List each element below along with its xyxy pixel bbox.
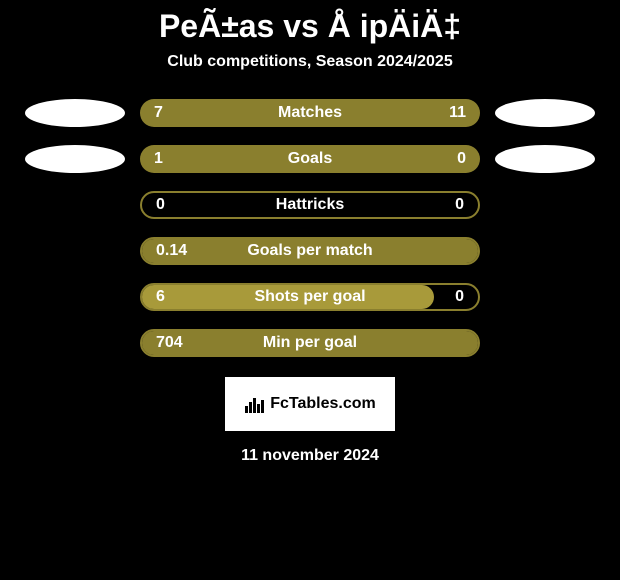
stat-right-value: 11 xyxy=(449,104,466,122)
stat-label: Shots per goal xyxy=(254,288,365,306)
stat-label: Goals xyxy=(288,150,332,168)
footer-brand: FcTables.com xyxy=(270,395,376,413)
stat-left-value: 1 xyxy=(154,150,163,168)
subtitle: Club competitions, Season 2024/2025 xyxy=(0,53,620,71)
stat-row: 704 Min per goal xyxy=(0,329,620,357)
stat-right-value: 0 xyxy=(457,150,466,168)
footer-badge[interactable]: FcTables.com xyxy=(225,377,395,431)
comparison-container: PeÃ±as vs Å ipÄiÄ‡ Club competitions, Se… xyxy=(0,0,620,465)
stat-bar: 7 Matches 11 xyxy=(140,99,480,127)
stat-row: 1 Goals 0 xyxy=(0,145,620,173)
stat-bar: 1 Goals 0 xyxy=(140,145,480,173)
stat-left-value: 7 xyxy=(154,104,163,122)
stat-bar: 0.14 Goals per match xyxy=(140,237,480,265)
stat-right-value: 0 xyxy=(455,288,464,306)
stat-row: 6 Shots per goal 0 xyxy=(0,283,620,311)
stat-label: Min per goal xyxy=(263,334,357,352)
stat-label: Hattricks xyxy=(276,196,344,214)
footer-badge-inner: FcTables.com xyxy=(244,394,376,414)
stat-left-value: 0.14 xyxy=(156,242,187,260)
stat-row: 0.14 Goals per match xyxy=(0,237,620,265)
stat-row: 7 Matches 11 xyxy=(0,99,620,127)
stats-list: 7Matches111Goals00Hattricks00.14Goals pe… xyxy=(0,99,620,357)
stat-left-value: 0 xyxy=(156,196,165,214)
stat-bar: 0 Hattricks 0 xyxy=(140,191,480,219)
stat-label: Matches xyxy=(278,104,342,122)
right-ellipse-icon xyxy=(495,145,595,173)
stat-bar: 704 Min per goal xyxy=(140,329,480,357)
stat-right-value: 0 xyxy=(455,196,464,214)
stat-left-value: 6 xyxy=(156,288,165,306)
page-title: PeÃ±as vs Å ipÄiÄ‡ xyxy=(0,8,620,45)
stat-row: 0 Hattricks 0 xyxy=(0,191,620,219)
right-ellipse-icon xyxy=(495,99,595,127)
left-ellipse-icon xyxy=(25,145,125,173)
left-ellipse-icon xyxy=(25,99,125,127)
footer-date: 11 november 2024 xyxy=(0,447,620,465)
chart-bars-icon xyxy=(244,394,264,414)
stat-left-value: 704 xyxy=(156,334,183,352)
stat-bar: 6 Shots per goal 0 xyxy=(140,283,480,311)
stat-label: Goals per match xyxy=(247,242,372,260)
